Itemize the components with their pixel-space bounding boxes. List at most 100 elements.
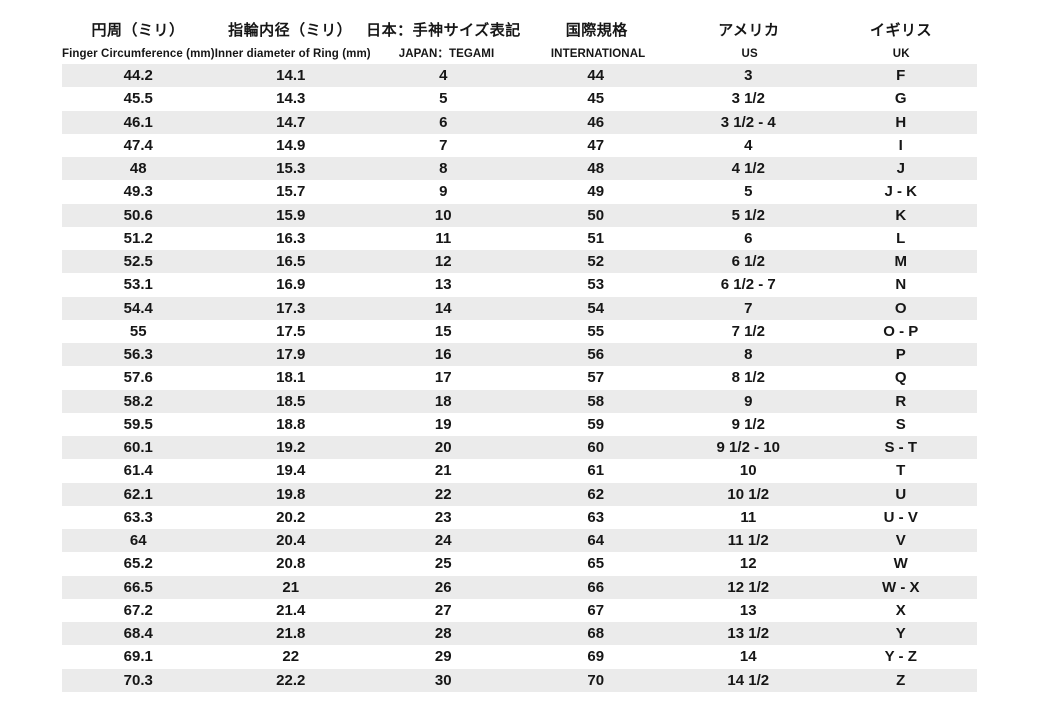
table-cell: 62	[587, 485, 605, 503]
table-cell: 24	[434, 532, 452, 549]
table-cell: 12	[434, 253, 452, 270]
table-cell: 14	[434, 299, 452, 317]
table-cell: 8	[744, 346, 753, 363]
table-cell: 56.3	[123, 346, 153, 363]
table-cell: 19.2	[276, 439, 306, 456]
table-cell: 17	[434, 369, 452, 387]
table-cell: 21.8	[276, 625, 306, 642]
table-cell: 50	[587, 206, 605, 224]
table-cell: 14.7	[276, 113, 306, 131]
ring-size-conversion-table: 円周（ミリ） 指輪内径（ミリ） 日本：手神サイズ表記 国際規格 アメリカ イギリ…	[62, 18, 977, 692]
table-cell: 57.6	[123, 369, 153, 387]
table-cell: 9	[439, 183, 448, 201]
table-cell: 61	[587, 462, 605, 480]
table-header-japanese: 円周（ミリ） 指輪内径（ミリ） 日本：手神サイズ表記 国際規格 アメリカ イギリ…	[62, 18, 977, 44]
table-cell: 14 1/2	[727, 671, 770, 689]
table-cell: O - P	[883, 322, 919, 340]
table-cell: 21	[434, 462, 452, 480]
table-cell: 51.2	[123, 229, 153, 247]
table-cell: 6 1/2	[731, 253, 765, 270]
table-cell: 10 1/2	[727, 485, 770, 503]
table-cell: J - K	[884, 183, 917, 201]
table-cell: 13	[434, 276, 452, 294]
table-cell: 68	[587, 625, 605, 642]
table-cell: 62.1	[123, 485, 153, 503]
table-cell: 18	[434, 392, 452, 410]
header-japan-ja: 日本：手神サイズ表記	[366, 22, 521, 39]
table-cell: O	[894, 299, 907, 317]
table-cell: 10	[434, 206, 452, 224]
table-cell: 30	[434, 671, 452, 689]
table-cell: 44	[587, 67, 605, 84]
table-cell: Y - Z	[884, 648, 917, 666]
table-cell: 22	[434, 485, 452, 503]
table-cell: 5 1/2	[731, 206, 765, 224]
table-row: 53.1 16.9 13 53 6 1/2 - 7 N	[62, 273, 977, 296]
table-row: 57.6 18.1 17 57 8 1/2 Q	[62, 366, 977, 389]
table-cell: 4	[744, 136, 753, 154]
table-cell: 67	[587, 601, 605, 619]
table-cell: 27	[434, 601, 452, 619]
table-cell: S	[895, 415, 906, 433]
table-row: 61.4 19.4 21 61 10 T	[62, 459, 977, 482]
table-cell: 51	[587, 229, 605, 247]
table-cell: 12	[739, 555, 757, 573]
table-row: 52.5 16.5 12 52 6 1/2 M	[62, 250, 977, 274]
table-cell: 22.2	[276, 671, 306, 689]
table-cell: 59	[587, 415, 605, 433]
table-cell: 61.4	[123, 462, 153, 480]
table-cell: 58	[587, 392, 605, 410]
table-cell: 5	[744, 183, 753, 201]
table-cell: 52	[587, 253, 605, 270]
table-cell: I	[898, 136, 903, 154]
header-inner-diameter-en: Inner diameter of Ring (mm)	[214, 48, 371, 60]
table-cell: 46.1	[123, 113, 153, 131]
table-cell: 19.8	[276, 485, 306, 503]
table-cell: 59.5	[123, 415, 153, 433]
table-cell: Z	[896, 671, 906, 689]
table-row: 45.5 14.3 5 45 3 1/2 G	[62, 87, 977, 110]
header-uk-en: UK	[892, 48, 910, 60]
table-row: 59.5 18.8 19 59 9 1/2 S	[62, 413, 977, 436]
table-cell: 20.8	[276, 555, 306, 573]
table-cell: 21	[282, 578, 300, 596]
table-cell: U - V	[883, 508, 918, 526]
table-row: 66.5 21 26 66 12 1/2 W - X	[62, 575, 977, 599]
table-row: 63.3 20.2 23 63 11 U - V	[62, 506, 977, 529]
table-cell: 57	[587, 369, 605, 387]
table-cell: 14.3	[276, 90, 306, 108]
table-cell: T	[896, 462, 906, 480]
table-cell: 64	[587, 532, 605, 549]
table-cell: 7	[439, 136, 448, 154]
table-cell: 70	[587, 671, 605, 689]
table-header-english: Finger Circumference (mm) Inner diameter…	[62, 44, 977, 64]
table-cell: 16	[434, 346, 452, 363]
table-cell: 6 1/2 - 7	[720, 276, 776, 294]
table-cell: 10	[739, 462, 757, 480]
header-circumference-en: Finger Circumference (mm)	[62, 48, 215, 60]
header-us-ja: アメリカ	[718, 22, 780, 39]
table-cell: P	[895, 346, 906, 363]
table-cell: 4	[439, 67, 448, 84]
table-cell: 21.4	[276, 601, 306, 619]
table-cell: 48	[587, 160, 605, 177]
table-cell: 65	[587, 555, 605, 573]
table-cell: 7 1/2	[731, 322, 765, 340]
table-cell: 16.9	[276, 276, 306, 294]
table-cell: 60.1	[123, 439, 153, 456]
table-cell: 18.1	[276, 369, 306, 387]
table-row: 69.1 22 29 69 14 Y - Z	[62, 645, 977, 668]
table-cell: K	[895, 206, 907, 224]
table-cell: 44.2	[123, 67, 153, 84]
table-cell: 46	[587, 113, 605, 131]
table-cell: 65.2	[123, 555, 153, 573]
table-row: 64 20.4 24 64 11 1/2 V	[62, 529, 977, 553]
table-cell: 26	[434, 578, 452, 596]
table-row: 51.2 16.3 11 51 6 L	[62, 227, 977, 250]
table-cell: 68.4	[123, 625, 153, 642]
table-cell: 53	[587, 276, 605, 294]
table-cell: 17.9	[276, 346, 306, 363]
table-cell: 19	[434, 415, 452, 433]
table-cell: 29	[434, 648, 452, 666]
table-cell: 67.2	[123, 601, 153, 619]
